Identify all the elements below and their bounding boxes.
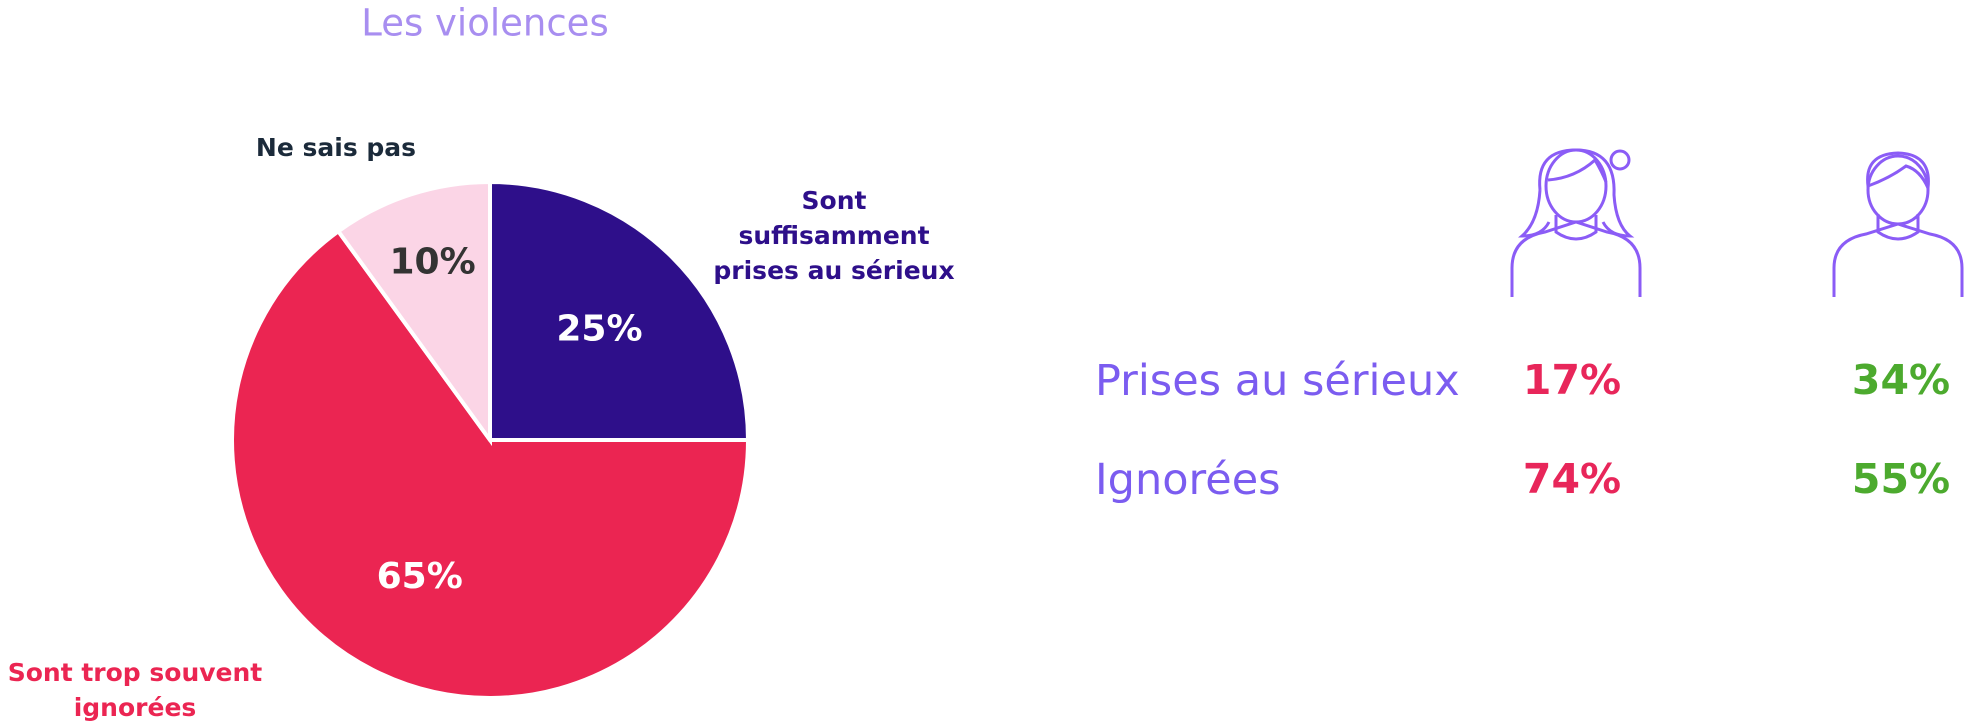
- category-label: Sont trop souvent ignorées: [7, 658, 263, 722]
- man-icon: [1832, 151, 1964, 297]
- value-label: 25%: [556, 309, 642, 350]
- value-label: 65%: [377, 556, 463, 597]
- pie-slice: [335, 179, 492, 447]
- woman-icon: [1510, 148, 1642, 297]
- pie-slice: [230, 228, 751, 700]
- value-label: 10%: [390, 241, 476, 282]
- row-label: Prises au sérieux: [1095, 356, 1460, 406]
- women-value: 17%: [1522, 356, 1622, 404]
- men-value: 55%: [1851, 455, 1951, 503]
- category-label: Ne sais pas: [255, 133, 417, 162]
- chart-title: Les violences: [361, 2, 608, 45]
- women-value: 74%: [1522, 455, 1622, 503]
- pie-slice: [488, 179, 751, 442]
- row-label: Ignorées: [1095, 455, 1281, 505]
- men-value: 34%: [1851, 356, 1951, 404]
- category-label: Sont suffisamment prises au sérieux: [713, 186, 955, 285]
